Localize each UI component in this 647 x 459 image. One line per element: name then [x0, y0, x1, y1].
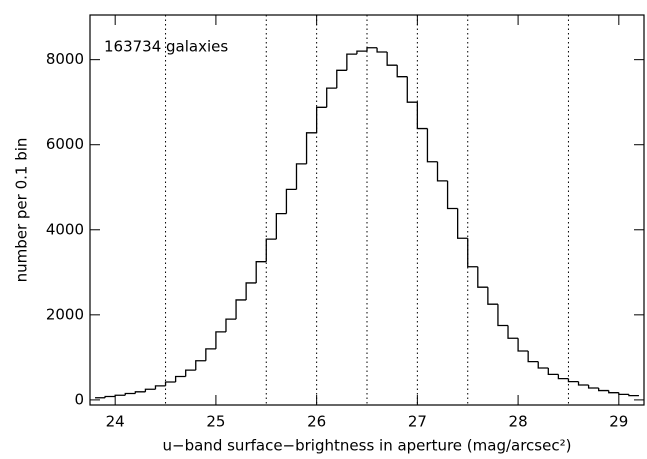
- histogram-step: [436, 161, 448, 182]
- x-tick-label: 26: [307, 413, 326, 431]
- histogram-step: [467, 238, 478, 268]
- histogram-step: [275, 212, 287, 240]
- annotation: 163734 galaxies: [104, 38, 228, 56]
- y-tick-label: 8000: [46, 50, 84, 68]
- histogram-step: [215, 331, 226, 349]
- histogram-step: [295, 163, 307, 190]
- histogram-step: [336, 69, 347, 89]
- histogram-step: [346, 53, 357, 71]
- y-tick-label: 6000: [46, 135, 84, 153]
- histogram-step: [446, 180, 458, 210]
- histogram-step: [195, 360, 206, 371]
- histogram-step: [164, 381, 176, 386]
- x-tick-label: 28: [509, 413, 528, 431]
- histogram-step: [457, 208, 468, 239]
- x-axis-label: u−band surface−brightness in aperture (m…: [163, 437, 572, 455]
- histogram-step: [487, 287, 498, 305]
- histogram-step: [366, 47, 378, 52]
- y-tick-label: 0: [74, 390, 84, 408]
- histogram-step: [406, 76, 418, 103]
- histogram-step: [517, 338, 529, 352]
- histogram-step: [185, 369, 196, 377]
- histogram-step: [315, 106, 327, 133]
- histogram-step: [326, 87, 337, 108]
- histogram-step: [628, 394, 639, 397]
- histogram-step: [497, 304, 509, 327]
- histogram-step: [598, 387, 609, 392]
- histogram-step: [416, 102, 428, 130]
- histogram-step: [587, 385, 599, 389]
- histogram-step: [396, 65, 408, 78]
- histogram-step: [426, 128, 438, 163]
- x-tick-label: 29: [609, 413, 628, 431]
- histogram-step: [477, 266, 488, 288]
- y-axis-label: number per 0.1 bin: [13, 138, 31, 283]
- histogram-step: [537, 361, 549, 369]
- histogram-step: [154, 385, 166, 390]
- histogram-step: [557, 374, 569, 380]
- histogram-step: [507, 325, 519, 339]
- x-tick-label: 24: [106, 413, 125, 431]
- histogram-step: [124, 392, 136, 396]
- histogram-step: [285, 188, 297, 214]
- histogram-step: [547, 367, 559, 376]
- histogram-step: [356, 50, 367, 55]
- histogram-step: [174, 375, 186, 383]
- histogram-step: [608, 390, 619, 394]
- histogram-step: [376, 47, 388, 53]
- histogram-step: [265, 238, 277, 262]
- histogram-step: [134, 391, 146, 394]
- histogram-step: [235, 299, 247, 320]
- histogram-step: [567, 378, 579, 383]
- histogram-step: [245, 282, 257, 300]
- histogram-step: [305, 132, 317, 164]
- histogram-step: [618, 392, 629, 396]
- y-tick-label: 4000: [46, 220, 84, 238]
- histogram-step: [104, 395, 116, 398]
- histogram-step: [386, 52, 398, 66]
- histogram-step: [255, 261, 267, 283]
- histogram-step: [144, 388, 156, 392]
- x-tick-label: 25: [206, 413, 225, 431]
- y-tick-label: 2000: [46, 305, 84, 323]
- histogram-step: [114, 394, 126, 397]
- histogram-step: [527, 350, 539, 363]
- x-tick-label: 27: [408, 413, 427, 431]
- histogram-step: [205, 348, 216, 361]
- histogram-step: [225, 318, 237, 332]
- histogram-step: [577, 381, 589, 386]
